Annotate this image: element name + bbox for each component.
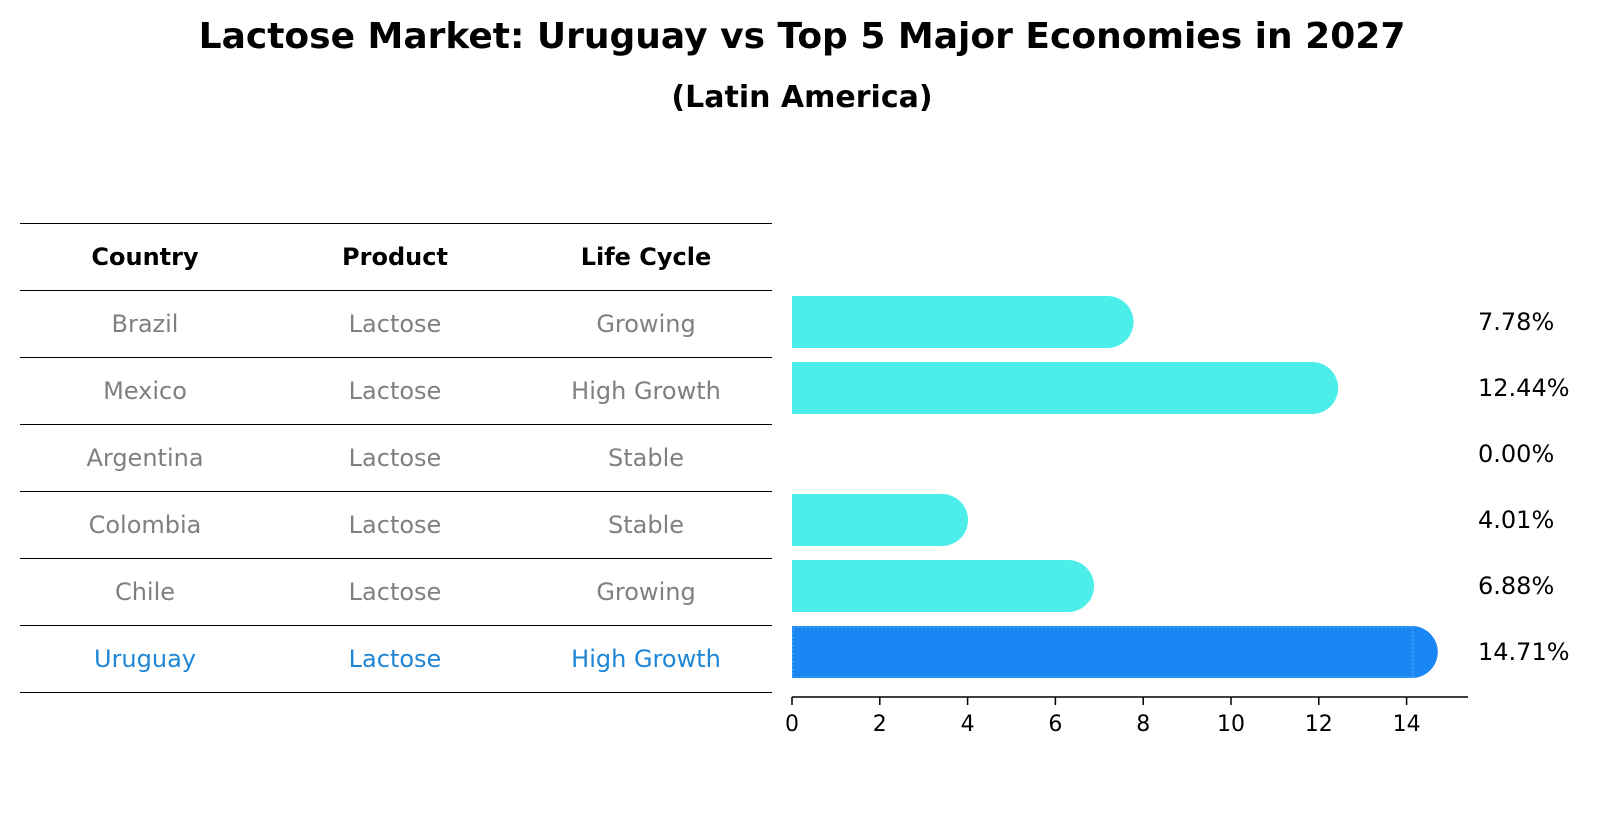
bar-uruguay xyxy=(792,626,1412,678)
cell-life-cycle: Growing xyxy=(596,578,696,606)
x-tick-label: 6 xyxy=(1048,712,1062,737)
cell-life-cycle: Stable xyxy=(607,511,685,539)
x-tick-label: 14 xyxy=(1393,712,1421,737)
bar-mexico xyxy=(792,362,1313,414)
data-table: Country Product Life Cycle Brazil Lactos… xyxy=(20,223,772,693)
table-header-row: Country Product Life Cycle xyxy=(20,223,772,290)
x-tick-label: 8 xyxy=(1136,712,1150,737)
value-label: 4.01% xyxy=(1478,506,1554,534)
bar-cap-chile xyxy=(1042,560,1095,612)
bar-cap-colombia xyxy=(916,494,969,546)
cell-life-cycle: Stable xyxy=(607,444,685,472)
cell-life-cycle: High Growth xyxy=(571,645,721,673)
header-product: Product xyxy=(342,243,448,271)
bar-cap-mexico xyxy=(1286,362,1339,414)
value-label: 6.88% xyxy=(1478,572,1554,600)
cell-product: Lactose xyxy=(348,444,442,472)
cell-product: Lactose xyxy=(348,511,442,539)
cell-product: Lactose xyxy=(348,310,442,338)
cell-life-cycle: Growing xyxy=(596,310,696,338)
cell-country: Brazil xyxy=(111,310,179,338)
bar-cap-brazil xyxy=(1081,296,1134,348)
table-row: Mexico Lactose High Growth xyxy=(20,357,772,424)
cell-country: Chile xyxy=(114,578,176,606)
value-label: 7.78% xyxy=(1478,308,1554,336)
cell-country: Argentina xyxy=(86,444,204,472)
table-row: Argentina Lactose Stable xyxy=(20,424,772,491)
x-tick-label: 12 xyxy=(1305,712,1333,737)
bar-highlight-outline xyxy=(792,626,1414,678)
cell-product: Lactose xyxy=(348,645,442,673)
chart-title: Lactose Market: Uruguay vs Top 5 Major E… xyxy=(198,16,1406,57)
header-country: Country xyxy=(91,243,199,271)
value-label: 0.00% xyxy=(1478,440,1554,468)
x-tick-label: 10 xyxy=(1217,712,1245,737)
table-row: Chile Lactose Growing xyxy=(20,558,772,625)
chart-subtitle: (Latin America) xyxy=(671,80,933,115)
value-label: 14.71% xyxy=(1478,638,1570,666)
table-row-highlight: Uruguay Lactose High Growth xyxy=(20,625,772,693)
table-row: Brazil Lactose Growing xyxy=(20,290,772,357)
value-label: 12.44% xyxy=(1478,374,1570,402)
cell-country: Colombia xyxy=(88,511,202,539)
x-tick-label: 0 xyxy=(785,712,799,737)
header-life-cycle: Life Cycle xyxy=(580,243,712,271)
x-tick-label: 2 xyxy=(873,712,887,737)
cell-country: Mexico xyxy=(103,377,187,405)
table-row: Colombia Lactose Stable xyxy=(20,491,772,558)
cell-product: Lactose xyxy=(348,377,442,405)
bar-chile xyxy=(792,560,1069,612)
cell-life-cycle: High Growth xyxy=(571,377,721,405)
x-tick-label: 4 xyxy=(961,712,975,737)
cell-product: Lactose xyxy=(348,578,442,606)
cell-country: Uruguay xyxy=(94,645,196,673)
bar-brazil xyxy=(792,296,1108,348)
